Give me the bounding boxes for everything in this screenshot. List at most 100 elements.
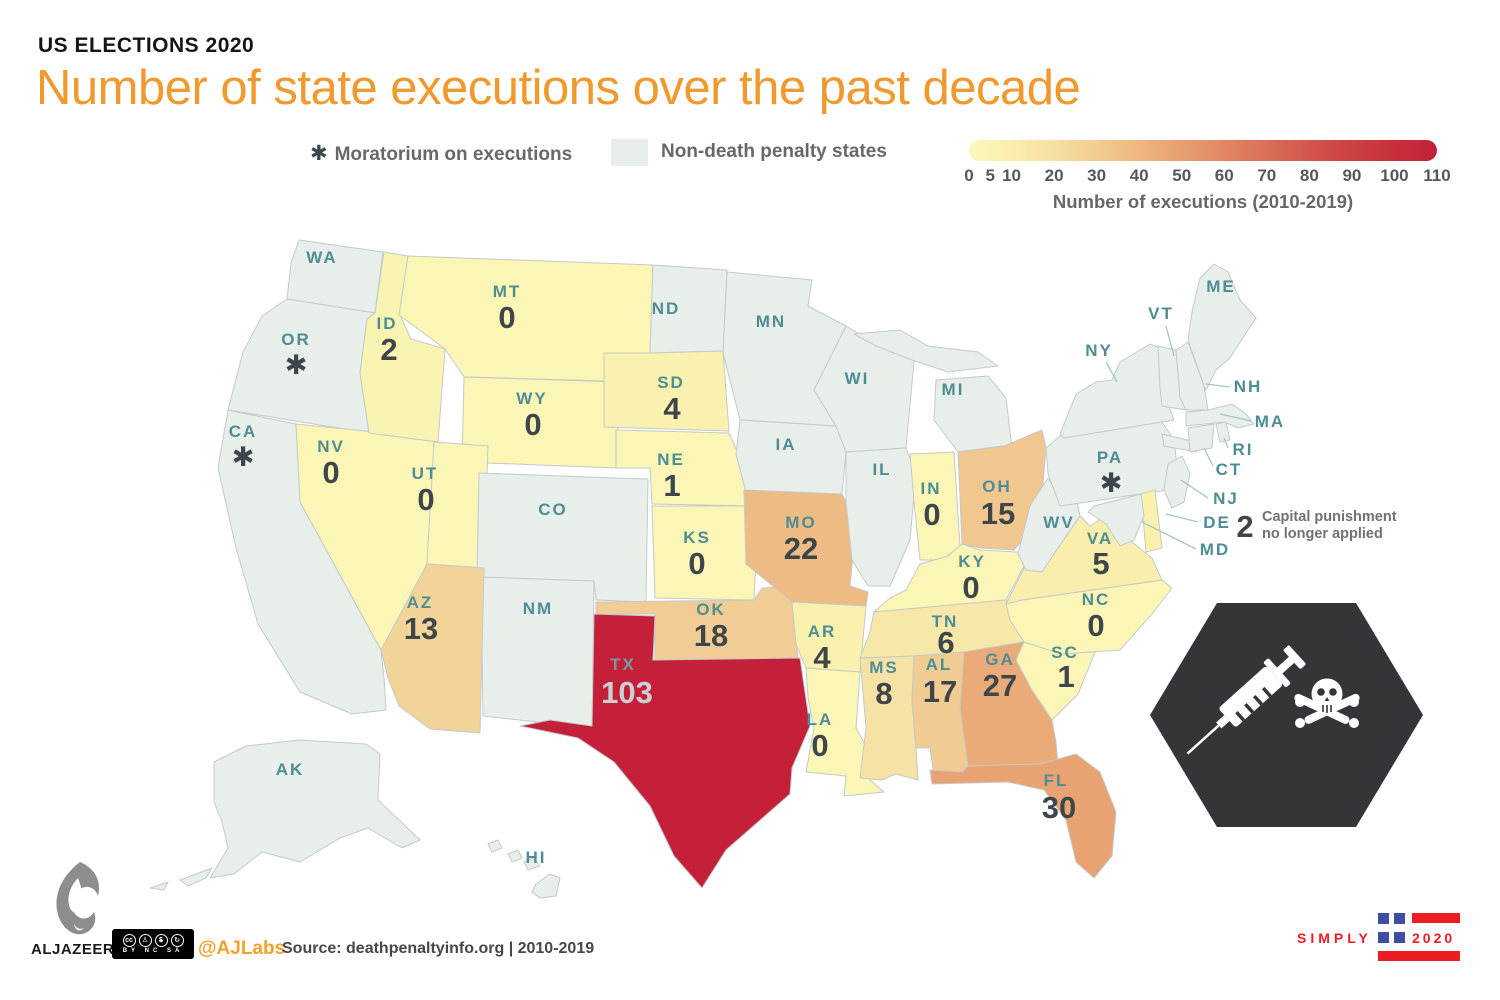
scale-tick: 5 — [985, 166, 995, 185]
state-label-NH: NH — [1234, 377, 1263, 396]
state-shape-HI — [507, 849, 523, 863]
state-label-WI: WI — [845, 369, 870, 388]
state-value-MS: 8 — [875, 676, 892, 711]
capital-punishment-note-line1: Capital punishment — [1262, 509, 1397, 525]
simply2020-logo: SIMPLY 2020 — [1297, 905, 1462, 963]
scale-tick: 20 — [1044, 166, 1064, 185]
state-value-NC: 0 — [1087, 608, 1104, 643]
state-label-AL: AL — [926, 655, 953, 674]
state-shape-NJ — [1163, 455, 1191, 509]
state-shape-HI — [531, 873, 561, 899]
state-label-KY: KY — [958, 552, 986, 571]
state-shape-HI — [487, 839, 503, 853]
state-label-ND: ND — [652, 299, 681, 318]
state-shape-NY — [1059, 343, 1175, 439]
state-value-TN: 6 — [937, 625, 954, 660]
state-value-VA: 5 — [1092, 546, 1109, 581]
source-credit: Source: deathpenaltyinfo.org | 2010-2019 — [282, 940, 595, 957]
moratorium-asterisk-OR: ✱ — [285, 350, 308, 380]
state-label-CO: CO — [538, 500, 568, 519]
state-value-MT: 0 — [498, 300, 515, 335]
state-label-DE: DE — [1203, 513, 1231, 532]
hexagon-panel — [1150, 603, 1423, 827]
state-label-GA: GA — [985, 650, 1015, 669]
state-label-IA: IA — [776, 435, 797, 454]
color-scale-caption: Number of executions (2010-2019) — [1052, 191, 1354, 212]
state-shape-AK — [209, 739, 421, 879]
state-value-ID: 2 — [380, 332, 397, 367]
state-value-AR: 4 — [813, 640, 831, 675]
legend-moratorium: ✱ Moratorium on executions — [310, 141, 572, 166]
execution-method-panel — [1150, 603, 1423, 827]
state-label-UT: UT — [412, 464, 439, 483]
moratorium-asterisk-PA: ✱ — [1100, 468, 1123, 498]
state-value-DE: 2 — [1236, 509, 1253, 544]
state-label-SD: SD — [657, 373, 685, 392]
creative-commons-badge: cc ♙ $ ↻ BY NC SA — [112, 929, 194, 959]
state-label-VT: VT — [1148, 304, 1174, 323]
state-label-VA: VA — [1087, 529, 1113, 548]
state-shape-TX — [519, 613, 811, 889]
scale-tick: 70 — [1257, 166, 1277, 185]
state-shape-MI — [853, 329, 999, 373]
scale-tick: 30 — [1087, 166, 1107, 185]
state-label-LA: LA — [807, 710, 834, 729]
state-shape-AZ — [380, 563, 485, 734]
state-label-WY: WY — [516, 389, 547, 408]
scale-tick: 90 — [1342, 166, 1362, 185]
state-label-NC: NC — [1082, 590, 1111, 609]
leader-line-NJ — [1180, 479, 1209, 499]
kicker: US ELECTIONS 2020 — [38, 34, 255, 57]
non-death-penalty-swatch — [611, 139, 648, 166]
leader-line-MA — [1219, 413, 1252, 422]
state-shape-AK — [149, 881, 169, 891]
state-value-GA: 27 — [983, 668, 1017, 703]
state-label-MS: MS — [869, 658, 899, 677]
state-label-OR: OR — [281, 330, 311, 349]
state-label-MT: MT — [493, 282, 522, 301]
state-value-WY: 0 — [524, 407, 541, 442]
syringe-icon — [1186, 645, 1306, 755]
state-value-OH: 15 — [981, 496, 1015, 531]
state-label-MO: MO — [785, 513, 816, 532]
state-value-OK: 18 — [694, 618, 728, 653]
state-label-KS: KS — [683, 528, 711, 547]
simply-red-bar — [1378, 951, 1460, 961]
moratorium-asterisk-CA: ✱ — [232, 442, 255, 472]
state-value-AZ: 13 — [404, 611, 438, 646]
legend-moratorium-label: Moratorium on executions — [334, 144, 573, 165]
state-label-WV: WV — [1043, 513, 1074, 532]
leader-line-DE — [1165, 513, 1199, 523]
state-value-UT: 0 — [417, 482, 434, 517]
state-shape-DE — [1140, 489, 1163, 553]
state-value-FL: 30 — [1042, 790, 1076, 825]
state-label-MD: MD — [1200, 540, 1230, 559]
state-shape-SD — [603, 350, 730, 432]
state-value-LA: 0 — [811, 728, 828, 763]
skull-crossbones-icon — [1294, 678, 1360, 728]
state-label-NY: NY — [1085, 341, 1113, 360]
capital-punishment-note-line2: no longer applied — [1262, 526, 1383, 542]
state-label-OH: OH — [982, 477, 1012, 496]
state-shape-MD — [1087, 493, 1145, 547]
state-label-CT: CT — [1216, 460, 1243, 479]
simply-blue-square — [1394, 932, 1405, 943]
state-shape-CT — [1187, 423, 1215, 453]
leader-line-MD — [1141, 521, 1197, 550]
state-shape-AK — [179, 867, 213, 887]
leader-line-RI — [1223, 437, 1229, 449]
color-scale-bar — [969, 140, 1437, 161]
state-value-NV: 0 — [322, 455, 339, 490]
scale-tick: 0 — [964, 166, 974, 185]
state-value-MO: 22 — [784, 531, 818, 566]
cc-nc-icon: $ — [154, 934, 168, 947]
state-label-NE: NE — [657, 450, 685, 469]
legend-nondeath-label: Non-death penalty states — [661, 141, 887, 162]
leader-line-NH — [1205, 383, 1231, 388]
state-value-KY: 0 — [962, 570, 979, 605]
state-shape-ME — [1187, 263, 1257, 391]
state-label-MN: MN — [756, 312, 786, 331]
state-value-SD: 4 — [663, 391, 681, 426]
state-label-RI: RI — [1233, 440, 1254, 459]
